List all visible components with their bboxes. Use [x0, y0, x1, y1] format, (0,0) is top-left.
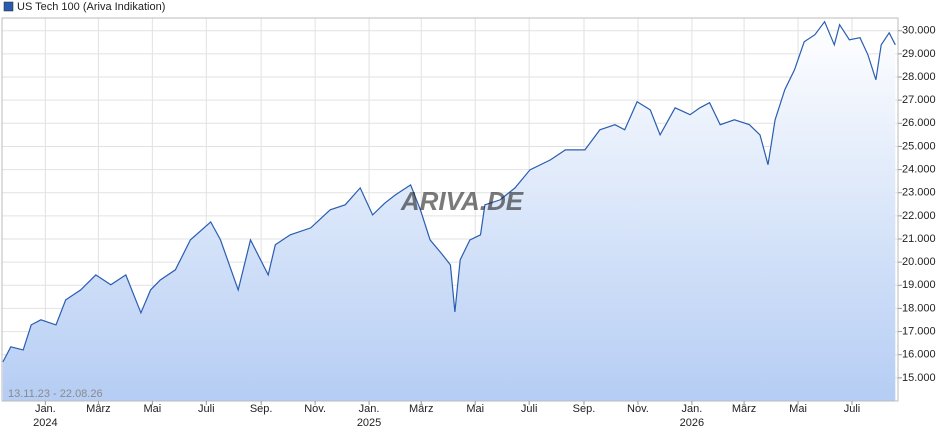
y-tick-label: 22.000 [902, 210, 936, 222]
axes: 15.000 16.000 17.000 18.000 19.000 20.000 21.0… [33, 25, 936, 429]
x-tick-label: Juli [844, 403, 861, 415]
x-tick-label: Jan. [682, 403, 703, 415]
x-tick-label: Sep. [250, 403, 273, 415]
y-tick-label: 19.000 [902, 279, 936, 291]
x-tick-label: Nov. [304, 403, 326, 415]
line [2, 20, 896, 363]
plot-border [1, 17, 899, 402]
plot [2, 20, 896, 401]
y-tick-label: 15.000 [902, 372, 936, 384]
y-tick-label: 30.000 [902, 25, 936, 37]
y-tick-label: 25.000 [902, 140, 936, 152]
legend-swatch [3, 1, 14, 12]
x-tick-label: Mai [143, 403, 161, 415]
x-tick-label: März [732, 403, 756, 415]
x-year-label: 2026 [680, 417, 704, 429]
y-tick-label: 27.000 [902, 94, 936, 106]
y-tick-label: 16.000 [902, 349, 936, 361]
x-year-label: 2025 [357, 417, 381, 429]
x-year-label: 2024 [33, 417, 57, 429]
y-tick-label: 26.000 [902, 117, 936, 129]
legend-label: US Tech 100 (Ariva Indikation) [17, 1, 165, 13]
y-tick-label: 29.000 [902, 48, 936, 60]
x-tick-label: Nov. [627, 403, 649, 415]
watermark: ARIVA.DE [400, 186, 524, 216]
range-label: 13.11.23 - 22.08.26 [8, 388, 103, 400]
y-tick-label: 24.000 [902, 163, 936, 175]
y-tick-label: 21.000 [902, 233, 936, 245]
x-tick-label: Jan. [359, 403, 380, 415]
y-tick-label: 20.000 [902, 256, 936, 268]
x-tick-label: Juli [521, 403, 538, 415]
area-fill [2, 21, 896, 401]
y-tick-label: 28.000 [902, 71, 936, 83]
x-tick-label: Sep. [573, 403, 596, 415]
x-tick-label: Mai [789, 403, 807, 415]
x-tick-label: März [409, 403, 433, 415]
x-tick-label: Mai [466, 403, 484, 415]
y-tick-label: 18.000 [902, 302, 936, 314]
x-tick-label: März [86, 403, 110, 415]
y-tick-label: 17.000 [902, 325, 936, 337]
y-tick-label: 23.000 [902, 187, 936, 199]
x-tick-label: Jan. [35, 403, 56, 415]
x-tick-label: Juli [198, 403, 215, 415]
